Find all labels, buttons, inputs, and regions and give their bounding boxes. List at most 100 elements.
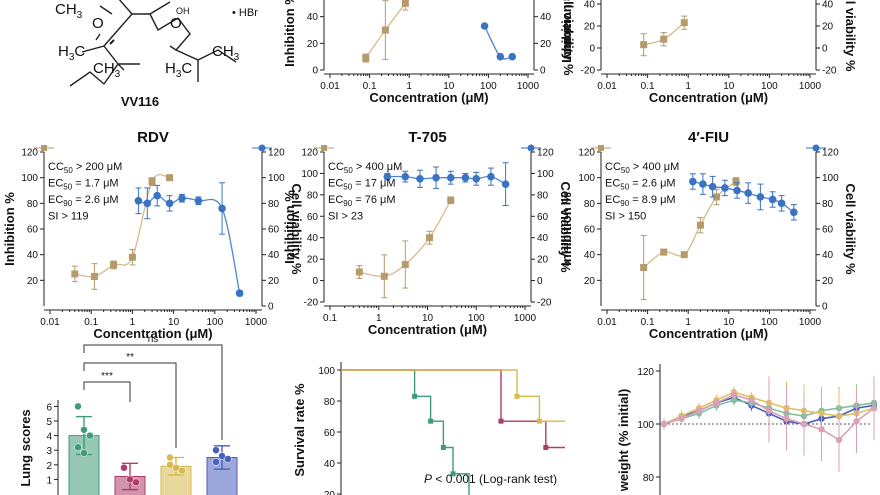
weight-point (748, 396, 755, 404)
weight-point (853, 418, 860, 425)
ch3-top-label: CH3 (55, 1, 83, 21)
y-tick-label-right: 20 (822, 276, 834, 287)
viability-fit-curve (692, 180, 795, 213)
y-tick-label: 120 (578, 148, 595, 159)
bar-point (212, 446, 220, 454)
y-tick-label-right: 120 (822, 148, 839, 159)
pvalue-italic: P (424, 472, 432, 486)
y-tick-label-right: 40 (540, 12, 552, 23)
y-tick-label: 120 (21, 148, 38, 159)
inhibition-point (401, 261, 409, 268)
viability-point (733, 186, 741, 195)
y-tick-label: 40 (584, 0, 596, 11)
y-tick-label-right: 0 (537, 276, 543, 287)
inhibition-point (660, 35, 668, 43)
significance-bracket (83, 381, 131, 402)
compound-name: VV116 (121, 94, 159, 109)
legend-viability-marker (812, 144, 820, 152)
x-tick-label: 0.1 (323, 313, 337, 324)
inhibition-point (660, 248, 668, 256)
y-tick-label: 80 (27, 199, 39, 210)
weight-point (695, 407, 703, 414)
annotation-line: EC90 = 2.6 μM (48, 194, 119, 208)
viability-point (461, 173, 470, 182)
inhibition-point (713, 193, 721, 201)
y-tick-label: 40 (324, 459, 336, 470)
x-tick-label: 0.01 (597, 81, 617, 92)
x-tick-label: 0.1 (363, 81, 377, 92)
bar-point (224, 455, 232, 463)
x-tick-label: 10 (443, 81, 455, 92)
viability-point (143, 199, 152, 208)
y-tick-label: 60 (584, 225, 596, 236)
annotation-rest: = 76 μM (352, 194, 395, 206)
significance-label: *** (101, 371, 113, 382)
chart-survival: 20 40 60 80 100 Survival rate % P < 0.001 (Log… (292, 362, 565, 495)
y-axis-label: Survival rate % (292, 383, 307, 477)
annotation-rest: > 200 μM (73, 161, 122, 173)
survival-marker (428, 418, 434, 424)
chart-title: 4′-FIU (688, 129, 729, 146)
inhibition-point (148, 178, 156, 186)
inhibition-point (110, 261, 118, 269)
y-tick-label: 0 (312, 66, 318, 77)
legend-inhibition-marker (321, 145, 327, 151)
annotation-rest: > 400 μM (630, 161, 679, 173)
inhibition-point (90, 272, 98, 280)
viability-point (446, 173, 455, 182)
viability-point (501, 180, 510, 188)
y-tick-label: 0 (589, 44, 595, 55)
y-tick-label-right: 120 (268, 148, 285, 159)
annotation-line: EC50 = 17 μM (328, 178, 396, 192)
y-axis-label-left: Inhibition % (282, 190, 297, 264)
chart-t705: T-705 -20 0 20 40 60 80 100 120 -20 0 20 40 60 80 100 12… (282, 129, 573, 337)
weight-point (783, 415, 790, 422)
x-tick-label: 0.01 (597, 317, 617, 328)
x-axis-label: Concentration (μM) (649, 326, 768, 341)
y-tick-label: 80 (643, 473, 655, 484)
legend-viability-marker (258, 144, 266, 152)
significance-label: ** (126, 352, 134, 363)
annotation-sub: 50 (63, 183, 72, 192)
significance-label: ns (148, 334, 159, 345)
x-tick-label: 1 (406, 81, 412, 92)
y-tick-label: 3 (46, 446, 52, 457)
annotation-line: EC50 = 1.7 μM (48, 178, 119, 192)
y-tick-label: 20 (307, 255, 319, 266)
annotation-sub: 50 (344, 166, 353, 175)
annotation-main: EC (48, 178, 63, 190)
y-tick-label-right: 40 (822, 0, 834, 11)
y-tick-label: 20 (324, 490, 336, 495)
inhibition-point (640, 264, 648, 271)
y-tick-label: 100 (21, 173, 38, 184)
x-tick-label: 10 (723, 81, 735, 92)
inhibition-point (696, 221, 704, 229)
y-tick-label-right: 60 (537, 212, 549, 223)
ch3-mid-label: CH3 (93, 60, 121, 80)
y-tick-label: 0 (312, 276, 318, 287)
y-tick-label: 100 (637, 420, 654, 431)
inhibition-point (680, 251, 688, 259)
x-axis-label: Concentration (μM) (649, 90, 768, 105)
annotation-main: SI > 119 (48, 211, 88, 223)
annotation-main: EC (605, 178, 620, 190)
annotation-rest: = 1.7 μM (72, 178, 118, 190)
y-tick-label: 80 (307, 190, 319, 201)
vv116-labels: CH3 O O OH • HBr H3C CH3 H3C CH3 VV116 (55, 1, 258, 109)
x-axis-label: Concentration (μM) (369, 90, 488, 105)
bar-point (132, 478, 140, 487)
y-tick-label: 100 (301, 169, 318, 180)
bar-point (74, 443, 82, 452)
y-tick-label-right: 60 (268, 225, 280, 236)
bar-point (126, 475, 134, 484)
x-tick-label: 100 (480, 81, 497, 92)
bar-point (218, 452, 226, 460)
x-tick-label: 100 (761, 81, 778, 92)
weight-point (713, 399, 720, 406)
chart-top-right: -20 0 20 40 -20 0 20 40 0.01 0.1 1 10 100 1000 Concent… (559, 0, 858, 105)
y-tick-label-right: 100 (822, 173, 839, 184)
y-tick-label-right: 40 (822, 250, 834, 261)
survival-curve (341, 369, 470, 495)
y-tick-label-right: 100 (268, 173, 285, 184)
